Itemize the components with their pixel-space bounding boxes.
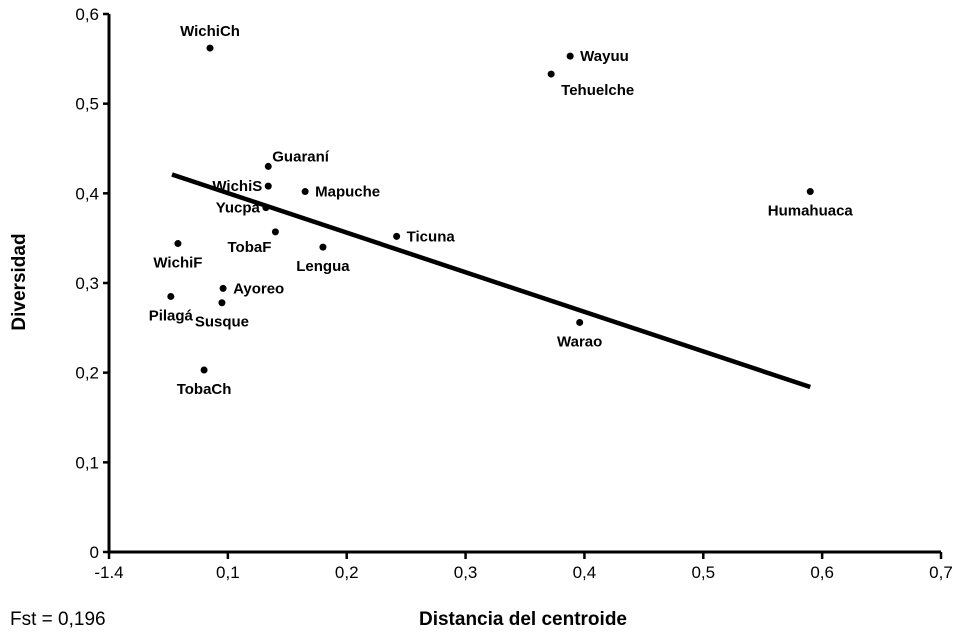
data-point [547,70,555,78]
point-label: Tehuelche [561,82,634,99]
data-point [566,52,574,60]
data-point [264,182,272,190]
point-label: WichiF [153,255,202,272]
y-axis-title: Diversidad [9,233,30,330]
data-point [167,292,175,300]
x-tick-label: 0,5 [691,563,715,582]
x-tick-label: 0,3 [454,563,478,582]
y-tick-label: 0,1 [75,453,99,472]
x-tick-label: 0,6 [810,563,834,582]
data-point [206,44,214,52]
y-tick-label: 0,3 [75,274,99,293]
axes: 0 0,1 0,2 0,3 0,4 0,5 0,6 -1.4 0,1 0,2 0,3 0,4 0,5 0,… [75,5,952,582]
point-label: Guaraní [272,148,330,165]
data-point [576,318,584,326]
data-points: WichiCh Wayuu Tehuelche Guaraní WichiS Mapuch… [149,23,854,398]
data-point [301,188,309,196]
x-tick-label: -1.4 [94,563,123,582]
data-point [806,188,814,196]
point-label: Humahuaca [768,203,854,220]
data-point [174,240,182,248]
point-label: WichiS [212,178,262,195]
data-point [262,204,270,212]
x-tick-label: 0,7 [929,563,953,582]
x-tick-label: 0,1 [216,563,240,582]
x-tick-label: 0,2 [335,563,359,582]
data-point [200,366,208,374]
point-label: WichiCh [180,23,240,40]
point-label: Ayoreo [233,280,284,297]
trendline [171,172,811,390]
data-point [218,299,226,307]
point-label: Wayuu [580,48,629,65]
y-tick-label: 0,5 [75,95,99,114]
point-label: Pilagá [149,307,194,324]
point-label: Susque [195,314,249,331]
data-point [264,162,272,170]
point-label: TobaCh [177,381,232,398]
fst-note: Fst = 0,196 [10,609,106,630]
data-point [319,243,327,251]
data-point [271,228,279,236]
y-tick-label: 0 [90,543,99,562]
x-tick-label: 0,4 [573,563,597,582]
point-label: Mapuche [315,184,380,201]
point-label: Lengua [296,258,350,275]
trendline-group [171,172,811,390]
y-tick-label: 0,6 [75,5,99,24]
point-label: Ticuna [407,228,456,245]
point-label: Yucpa [216,200,261,217]
data-point [393,232,401,240]
point-label: Warao [557,333,602,350]
x-axis-title: Distancia del centroide [419,609,627,630]
y-tick-label: 0,2 [75,364,99,383]
point-label: TobaF [228,239,272,256]
y-tick-label: 0,4 [75,184,99,203]
data-point [219,284,227,292]
